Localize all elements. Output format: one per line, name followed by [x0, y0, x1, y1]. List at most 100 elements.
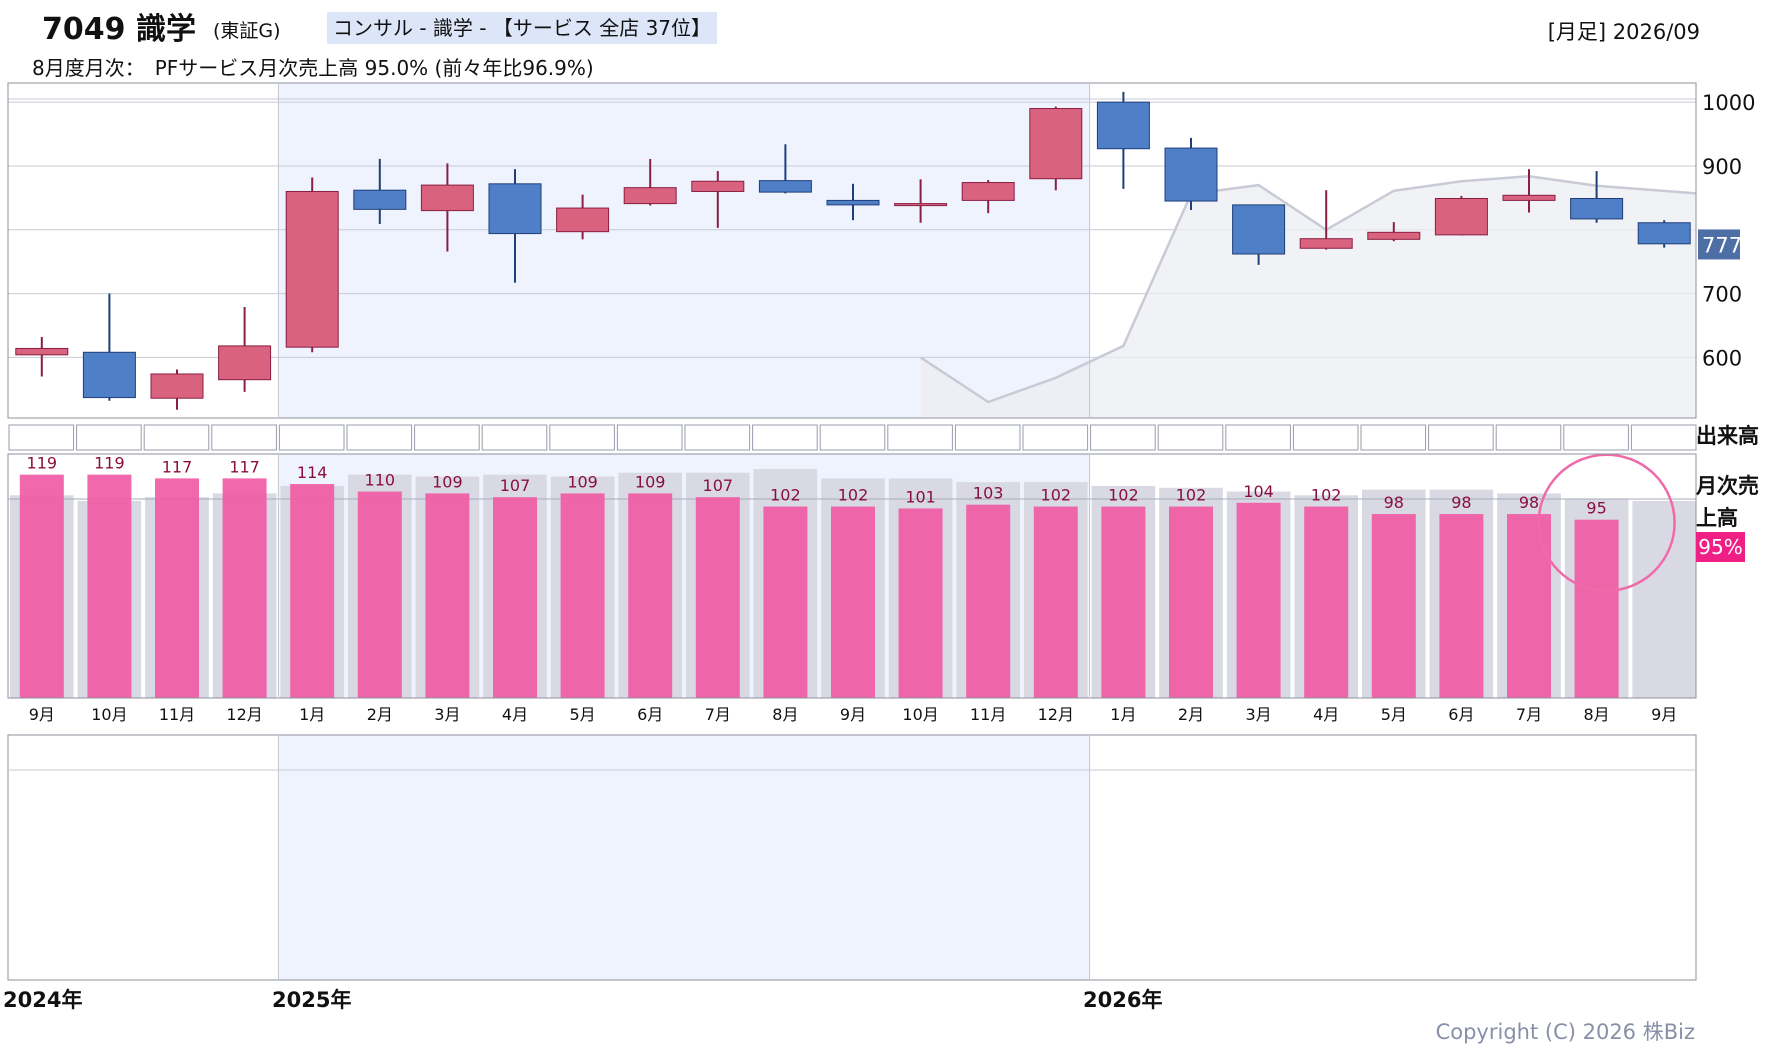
copyright: Copyright (C) 2026 株Biz — [1435, 1020, 1695, 1044]
sales-bar — [898, 508, 943, 698]
month-label: 5月 — [570, 705, 596, 724]
sales-bar-label: 95 — [1586, 499, 1606, 518]
sales-bar-label: 117 — [162, 457, 193, 476]
candle-body — [1502, 194, 1556, 201]
candle-body — [1637, 222, 1691, 245]
candle — [1096, 91, 1150, 189]
candle-body — [1434, 197, 1488, 236]
sales-bar-label: 119 — [27, 454, 58, 473]
candle-body — [826, 199, 880, 206]
sales-bar-label: 102 — [1176, 486, 1207, 505]
candle — [758, 144, 812, 194]
candle-body — [1299, 238, 1353, 249]
comparison-area — [919, 174, 1697, 418]
candle — [1299, 190, 1353, 250]
volume-cell — [1292, 424, 1359, 451]
sales-bar-label: 117 — [229, 457, 260, 476]
extra-panel-frame — [7, 734, 1697, 981]
candle — [826, 183, 880, 221]
candle — [285, 177, 339, 353]
sales-bar — [695, 497, 740, 698]
candle-body — [1029, 108, 1083, 180]
volume-cell — [752, 424, 818, 451]
sales-bar-label: 98 — [1451, 493, 1471, 512]
volume-cell — [1225, 424, 1291, 451]
monthly-sales-bars: 119 119 117 117 114 110 109 107 109 109 107 102 102 1… — [8, 453, 1696, 698]
candle — [1502, 169, 1556, 213]
sales-bar-label: 102 — [1041, 486, 1072, 505]
sales-bar — [290, 484, 335, 698]
highlight-2025-sales — [278, 454, 1090, 698]
month-label: 10月 — [91, 705, 127, 724]
sales-bar-label: 103 — [973, 484, 1004, 503]
candle-body — [218, 345, 272, 381]
candle — [961, 179, 1015, 214]
stock-title: 7049 識学 — [42, 12, 196, 47]
candle-body — [285, 190, 339, 348]
month-label: 10月 — [902, 705, 938, 724]
volume-cell — [346, 424, 413, 451]
candle — [1434, 195, 1488, 236]
month-label: 6月 — [637, 705, 663, 724]
candle-body — [488, 183, 542, 235]
sales-bar-label: 109 — [567, 472, 598, 491]
year-label-2025: 2025年 — [272, 988, 352, 1012]
volume-cell — [1630, 424, 1697, 451]
month-label: 11月 — [159, 705, 195, 724]
sales-bar — [763, 506, 808, 698]
sales-bar-label: 101 — [905, 487, 936, 506]
sales-bar-label: 107 — [500, 476, 531, 495]
highlight-2025-extra — [278, 735, 1090, 980]
month-label: 7月 — [705, 705, 731, 724]
sales-bar-label: 109 — [635, 472, 666, 491]
candle-body — [1570, 197, 1624, 220]
sales-bar — [1033, 506, 1078, 698]
candle — [218, 306, 272, 392]
sales-bar-label: 107 — [703, 476, 734, 495]
panel-frames — [7, 82, 1697, 981]
volume-cell — [76, 424, 142, 451]
sales-bar — [1439, 514, 1484, 698]
candle — [488, 169, 542, 283]
candle — [691, 171, 745, 228]
candle-body — [15, 347, 69, 356]
month-label: 9月 — [29, 705, 55, 724]
volume-cell — [8, 424, 75, 451]
sales-bar-label: 109 — [432, 472, 463, 491]
month-label: 6月 — [1448, 705, 1474, 724]
candle-body — [691, 180, 745, 192]
month-label: 4月 — [1313, 705, 1339, 724]
volume-cell — [684, 424, 751, 451]
candle — [1029, 106, 1083, 191]
highlight-circle — [1537, 453, 1676, 592]
sales-bar-label: 102 — [770, 486, 801, 505]
sales-bar — [1507, 514, 1551, 698]
volume-cell — [1157, 424, 1224, 451]
monthly-summary: 8月度月次： PFサービス月次売上高 95.0% (前々年比96.9%) — [32, 56, 594, 80]
sales-bar — [19, 474, 64, 698]
candle — [150, 369, 204, 410]
chart-backgrounds — [278, 83, 1090, 980]
month-label: 9月 — [1651, 705, 1677, 724]
comparison-bar — [1632, 500, 1696, 698]
price-tick-label: 900 — [1702, 155, 1742, 179]
sector-badge[interactable]: コンサル - 識学 - 【サービス 全店 37位】 — [327, 12, 718, 44]
current-price-marker — [1698, 229, 1740, 260]
price-tick-label: 600 — [1702, 346, 1742, 370]
candle — [1164, 137, 1218, 210]
volume-cell — [1563, 424, 1629, 451]
month-label: 12月 — [1038, 705, 1074, 724]
month-label: 1月 — [299, 705, 325, 724]
candle — [1637, 220, 1691, 248]
volume-cell — [1495, 424, 1562, 451]
volume-cell — [414, 424, 480, 451]
sales-bar — [1574, 519, 1619, 698]
sales-bar — [966, 504, 1011, 698]
candle-body — [82, 351, 136, 399]
month-label: 11月 — [970, 705, 1006, 724]
candle-body — [1164, 147, 1218, 202]
year-label-2024: 2024年 — [3, 988, 83, 1012]
month-label: 4月 — [502, 705, 528, 724]
year-label-2026: 2026年 — [1083, 988, 1163, 1012]
candle — [353, 158, 407, 225]
